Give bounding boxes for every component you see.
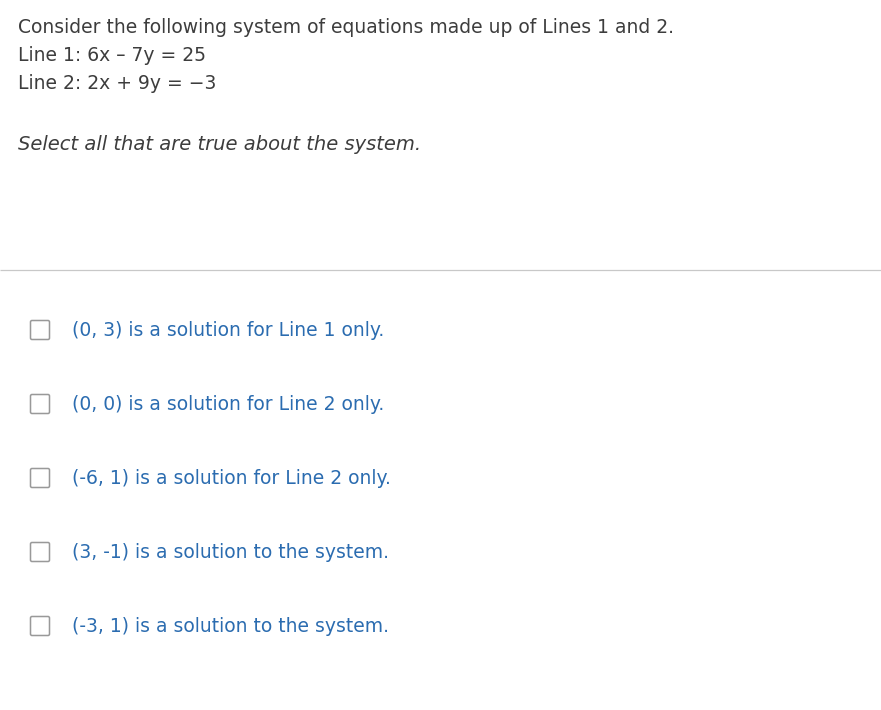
Text: (0, 0) is a solution for Line 2 only.: (0, 0) is a solution for Line 2 only. xyxy=(72,395,384,413)
Text: Line 1: 6x – 7y = 25: Line 1: 6x – 7y = 25 xyxy=(18,46,206,65)
Text: Select all that are true about the system.: Select all that are true about the syste… xyxy=(18,135,421,154)
FancyBboxPatch shape xyxy=(31,542,49,562)
Text: Line 2: 2x + 9y = −3: Line 2: 2x + 9y = −3 xyxy=(18,74,217,93)
FancyBboxPatch shape xyxy=(31,616,49,635)
Text: (3, -1) is a solution to the system.: (3, -1) is a solution to the system. xyxy=(72,542,389,562)
FancyBboxPatch shape xyxy=(31,469,49,488)
FancyBboxPatch shape xyxy=(31,320,49,339)
FancyBboxPatch shape xyxy=(31,395,49,413)
Text: (-6, 1) is a solution for Line 2 only.: (-6, 1) is a solution for Line 2 only. xyxy=(72,469,391,488)
Text: (-3, 1) is a solution to the system.: (-3, 1) is a solution to the system. xyxy=(72,616,389,635)
Text: Consider the following system of equations made up of Lines 1 and 2.: Consider the following system of equatio… xyxy=(18,18,674,37)
Text: (0, 3) is a solution for Line 1 only.: (0, 3) is a solution for Line 1 only. xyxy=(72,320,384,339)
